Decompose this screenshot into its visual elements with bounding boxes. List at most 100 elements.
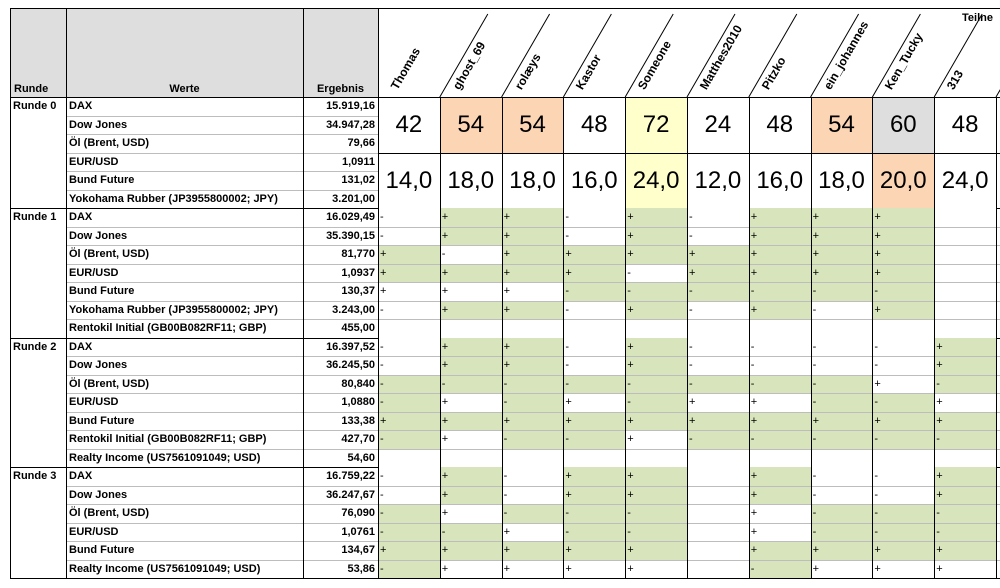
forecast-cell: + (748, 393, 811, 412)
asset-name: Öl (Brent, USD) (69, 137, 150, 149)
forecast-cell: - (378, 300, 440, 319)
forecast-cell (934, 245, 996, 264)
forecast-cell: + (625, 245, 687, 264)
forecast-cell (748, 319, 811, 338)
forecast-cell: + (687, 393, 749, 412)
result-value: 16.759,22 (326, 470, 375, 482)
asset-name: Öl (Brent, USD) (69, 377, 150, 390)
result-value: 130,37 (341, 285, 375, 297)
forecast-cell: - (872, 393, 935, 412)
grid-line (66, 559, 378, 561)
grid-line (378, 504, 1000, 505)
asset-name: DAX (69, 470, 93, 482)
grid-line (378, 245, 1000, 246)
forecast-cell: + (378, 411, 440, 430)
forecast-cell: - (687, 356, 749, 375)
round-label: Runde 3 (13, 470, 57, 482)
score-cell: 54 (810, 97, 873, 153)
forecast-cell: + (501, 208, 564, 227)
asset-name: Dow Jones (69, 229, 128, 242)
header-werte-bg (66, 8, 303, 97)
result-value: 16.397,52 (326, 340, 375, 353)
score-cell: 24,0 (934, 152, 996, 208)
forecast-cell: + (810, 245, 873, 264)
header-diagonal-line (933, 13, 983, 97)
grid-line (66, 171, 378, 172)
result-value: 36.247,67 (326, 488, 375, 501)
forecast-cell: - (872, 282, 935, 301)
forecast-cell: + (872, 541, 935, 560)
forecast-cell: + (625, 226, 687, 245)
forecast-cell: + (687, 245, 749, 264)
forecast-cell: + (810, 226, 873, 245)
asset-name: Bund Future (69, 544, 135, 556)
forecast-cell: + (378, 245, 440, 264)
forecast-cell (872, 448, 935, 467)
forecast-cell: + (872, 300, 935, 319)
forecast-cell: + (748, 467, 811, 486)
result-value: 3.201,00 (332, 192, 375, 205)
forecast-cell (687, 319, 749, 338)
forecast-cell: - (501, 430, 564, 449)
forecast-cell: + (563, 541, 626, 560)
forecast-cell (501, 319, 564, 338)
header-diagonal-line (810, 13, 860, 97)
forecast-cell: - (934, 374, 996, 393)
grid-line (378, 263, 1000, 265)
forecast-cell: - (872, 430, 935, 449)
forecast-cell (687, 541, 749, 560)
forecast-cell: + (748, 208, 811, 227)
header-werte: Werte (169, 83, 200, 95)
header-diagonal-line (439, 13, 489, 97)
forecast-cell: - (563, 300, 626, 319)
grid-line (66, 541, 378, 542)
asset-name: Rentokil Initial (GB00B082RF11; GBP) (69, 322, 267, 334)
grid-line (378, 559, 1000, 561)
grid-line (66, 485, 378, 487)
score-cell: 54 (501, 97, 564, 153)
forecast-cell: + (625, 430, 687, 449)
forecast-cell: + (563, 559, 626, 578)
header-diagonal-line (871, 13, 921, 97)
score-cell: 24 (687, 97, 749, 153)
forecast-cell: - (872, 337, 935, 356)
forecast-cell (625, 319, 687, 338)
forecast-cell: + (872, 263, 935, 282)
forecast-cell: + (378, 282, 440, 301)
forecast-cell: - (872, 485, 935, 504)
grid-line (378, 430, 1000, 431)
forecast-cell: - (501, 393, 564, 412)
grid-line (378, 485, 1000, 487)
forecast-cell: - (563, 430, 626, 449)
forecast-cell: - (625, 282, 687, 301)
forecast-cell: + (625, 411, 687, 430)
forecast-cell: + (625, 356, 687, 375)
forecast-cell: + (687, 263, 749, 282)
forecast-cell: - (748, 282, 811, 301)
forecast-cell: + (501, 226, 564, 245)
grid-line (66, 356, 378, 357)
forecast-cell: - (748, 374, 811, 393)
header-diagonals (439, 13, 1000, 97)
result-value: 1,0937 (341, 266, 375, 279)
forecast-cell: + (501, 541, 564, 560)
forecast-cell: - (625, 374, 687, 393)
forecast-cell (378, 448, 440, 467)
grid-line (872, 97, 874, 578)
round-label: Runde 1 (13, 211, 57, 223)
header-diagonal-line (624, 13, 674, 97)
forecast-cell (563, 319, 626, 338)
asset-name: Yokohama Rubber (JP3955800002; JPY) (69, 192, 278, 205)
forecast-cell (687, 504, 749, 523)
forecast-cell: - (687, 282, 749, 301)
forecast-cell: + (748, 522, 811, 541)
forecast-cell: - (810, 467, 873, 486)
grid-line (10, 578, 1000, 579)
forecast-cell (810, 448, 873, 467)
grid-line (66, 226, 378, 228)
header-ergebnis: Ergebnis (316, 83, 365, 95)
forecast-cell: + (563, 393, 626, 412)
forecast-cell: + (934, 393, 996, 412)
asset-name: EUR/USD (69, 396, 119, 408)
forecast-cell: - (687, 337, 749, 356)
